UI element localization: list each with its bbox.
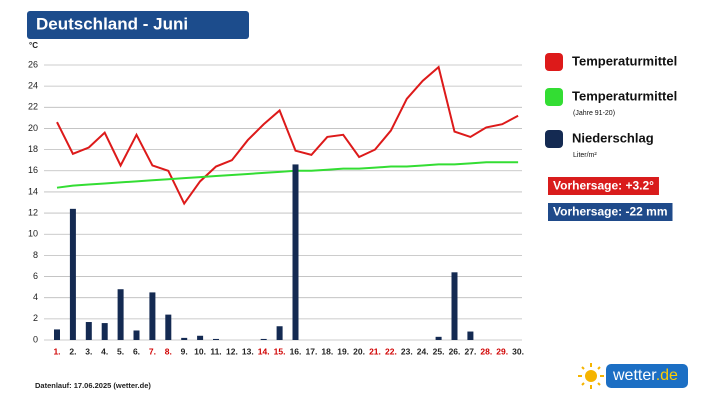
y-tick-label: 0	[33, 334, 38, 344]
badge-box	[548, 203, 673, 221]
y-tick-label: 22	[28, 102, 38, 112]
y-tick-label: 26	[28, 59, 38, 69]
legend-note: Liter/m²	[573, 152, 597, 159]
bar	[85, 322, 92, 340]
legend-swatch	[545, 53, 563, 71]
bar	[181, 337, 188, 340]
bar	[435, 336, 442, 340]
legend-label: Temperaturmittel	[572, 88, 677, 103]
y-tick-label: 12	[28, 207, 38, 217]
x-tick-label: 25.	[433, 346, 445, 356]
x-tick-label: 13.	[242, 346, 254, 356]
x-tick-label: 6.	[133, 346, 140, 356]
line	[56, 161, 519, 189]
legend-label: Niederschlag	[572, 130, 654, 145]
x-tick-label: 12.	[226, 346, 238, 356]
bar	[133, 330, 140, 340]
x-tick-label: 26.	[449, 346, 461, 356]
bar	[467, 331, 474, 340]
bar	[149, 292, 156, 340]
x-tick-label: 17.	[305, 346, 317, 356]
bar	[260, 338, 267, 340]
logo-box	[606, 364, 688, 388]
x-tick-label: 23.	[401, 346, 413, 356]
bar	[54, 329, 60, 340]
y-tick-label: 2	[33, 313, 38, 323]
sun-rays	[578, 363, 604, 389]
legend-swatch	[545, 130, 563, 148]
x-tick-label: 18.	[321, 346, 333, 356]
logo-text: wetter.de	[612, 367, 678, 384]
logo-tld: .de	[656, 367, 678, 384]
badge-text: Vorhersage: -22 mm	[553, 205, 668, 219]
bar	[276, 326, 283, 340]
logo-main: wetter	[612, 367, 657, 384]
y-tick-label: 10	[28, 229, 38, 239]
x-tick-label: 20.	[353, 346, 365, 356]
y-tick-label: 24	[28, 81, 38, 91]
x-tick-label: 9.	[181, 346, 188, 356]
y-tick-label: 16	[28, 165, 38, 175]
legend-swatch	[545, 88, 563, 106]
x-tick-label: 5.	[117, 346, 124, 356]
legend-note: (Jahre 91-20)	[573, 110, 615, 117]
x-tick-label: 29.	[496, 346, 508, 356]
y-tick-label: 8	[33, 250, 38, 260]
badge-text: Vorhersage: +3.2°	[553, 179, 654, 193]
sun	[585, 370, 597, 382]
x-tick-label: 24.	[417, 346, 429, 356]
x-tick-label: 22.	[385, 346, 397, 356]
y-tick-label: 14	[28, 186, 38, 196]
x-tick-label: 4.	[101, 346, 108, 356]
bar	[69, 208, 76, 340]
x-tick-label: 10.	[194, 346, 206, 356]
title-box	[27, 11, 249, 39]
bar	[165, 314, 172, 340]
bar	[213, 338, 219, 340]
badge-box	[548, 177, 659, 195]
line	[56, 65, 519, 206]
footer: Datenlauf: 17.06.2025 (wetter.de)	[35, 381, 151, 390]
y-axis-label: °C	[29, 41, 38, 50]
x-tick-label: 15.	[274, 346, 286, 356]
bar	[292, 164, 299, 340]
bar	[451, 272, 458, 340]
x-tick-label: 27.	[464, 346, 476, 356]
x-tick-label: 28.	[480, 346, 492, 356]
bar	[117, 289, 124, 340]
x-tick-label: 8.	[165, 346, 172, 356]
chart-title: Deutschland - Juni	[36, 14, 188, 33]
bar	[101, 323, 108, 340]
x-tick-label: 19.	[337, 346, 349, 356]
x-tick-label: 14.	[258, 346, 270, 356]
legend-label: Temperaturmittel	[572, 53, 677, 68]
x-tick-label: 1.	[53, 346, 60, 356]
y-tick-label: 20	[28, 123, 38, 133]
x-tick-label: 30.	[512, 346, 524, 356]
y-tick-label: 18	[28, 144, 38, 154]
x-tick-label: 2.	[69, 346, 76, 356]
x-tick-label: 16.	[290, 346, 302, 356]
x-tick-label: 21.	[369, 346, 381, 356]
x-tick-label: 7.	[149, 346, 156, 356]
logo: wetter.de	[578, 363, 688, 389]
x-tick-label: 3.	[85, 346, 92, 356]
bar	[197, 335, 204, 340]
y-tick-label: 6	[33, 271, 38, 281]
x-tick-label: 11.	[210, 346, 221, 356]
y-tick-label: 4	[33, 292, 38, 302]
